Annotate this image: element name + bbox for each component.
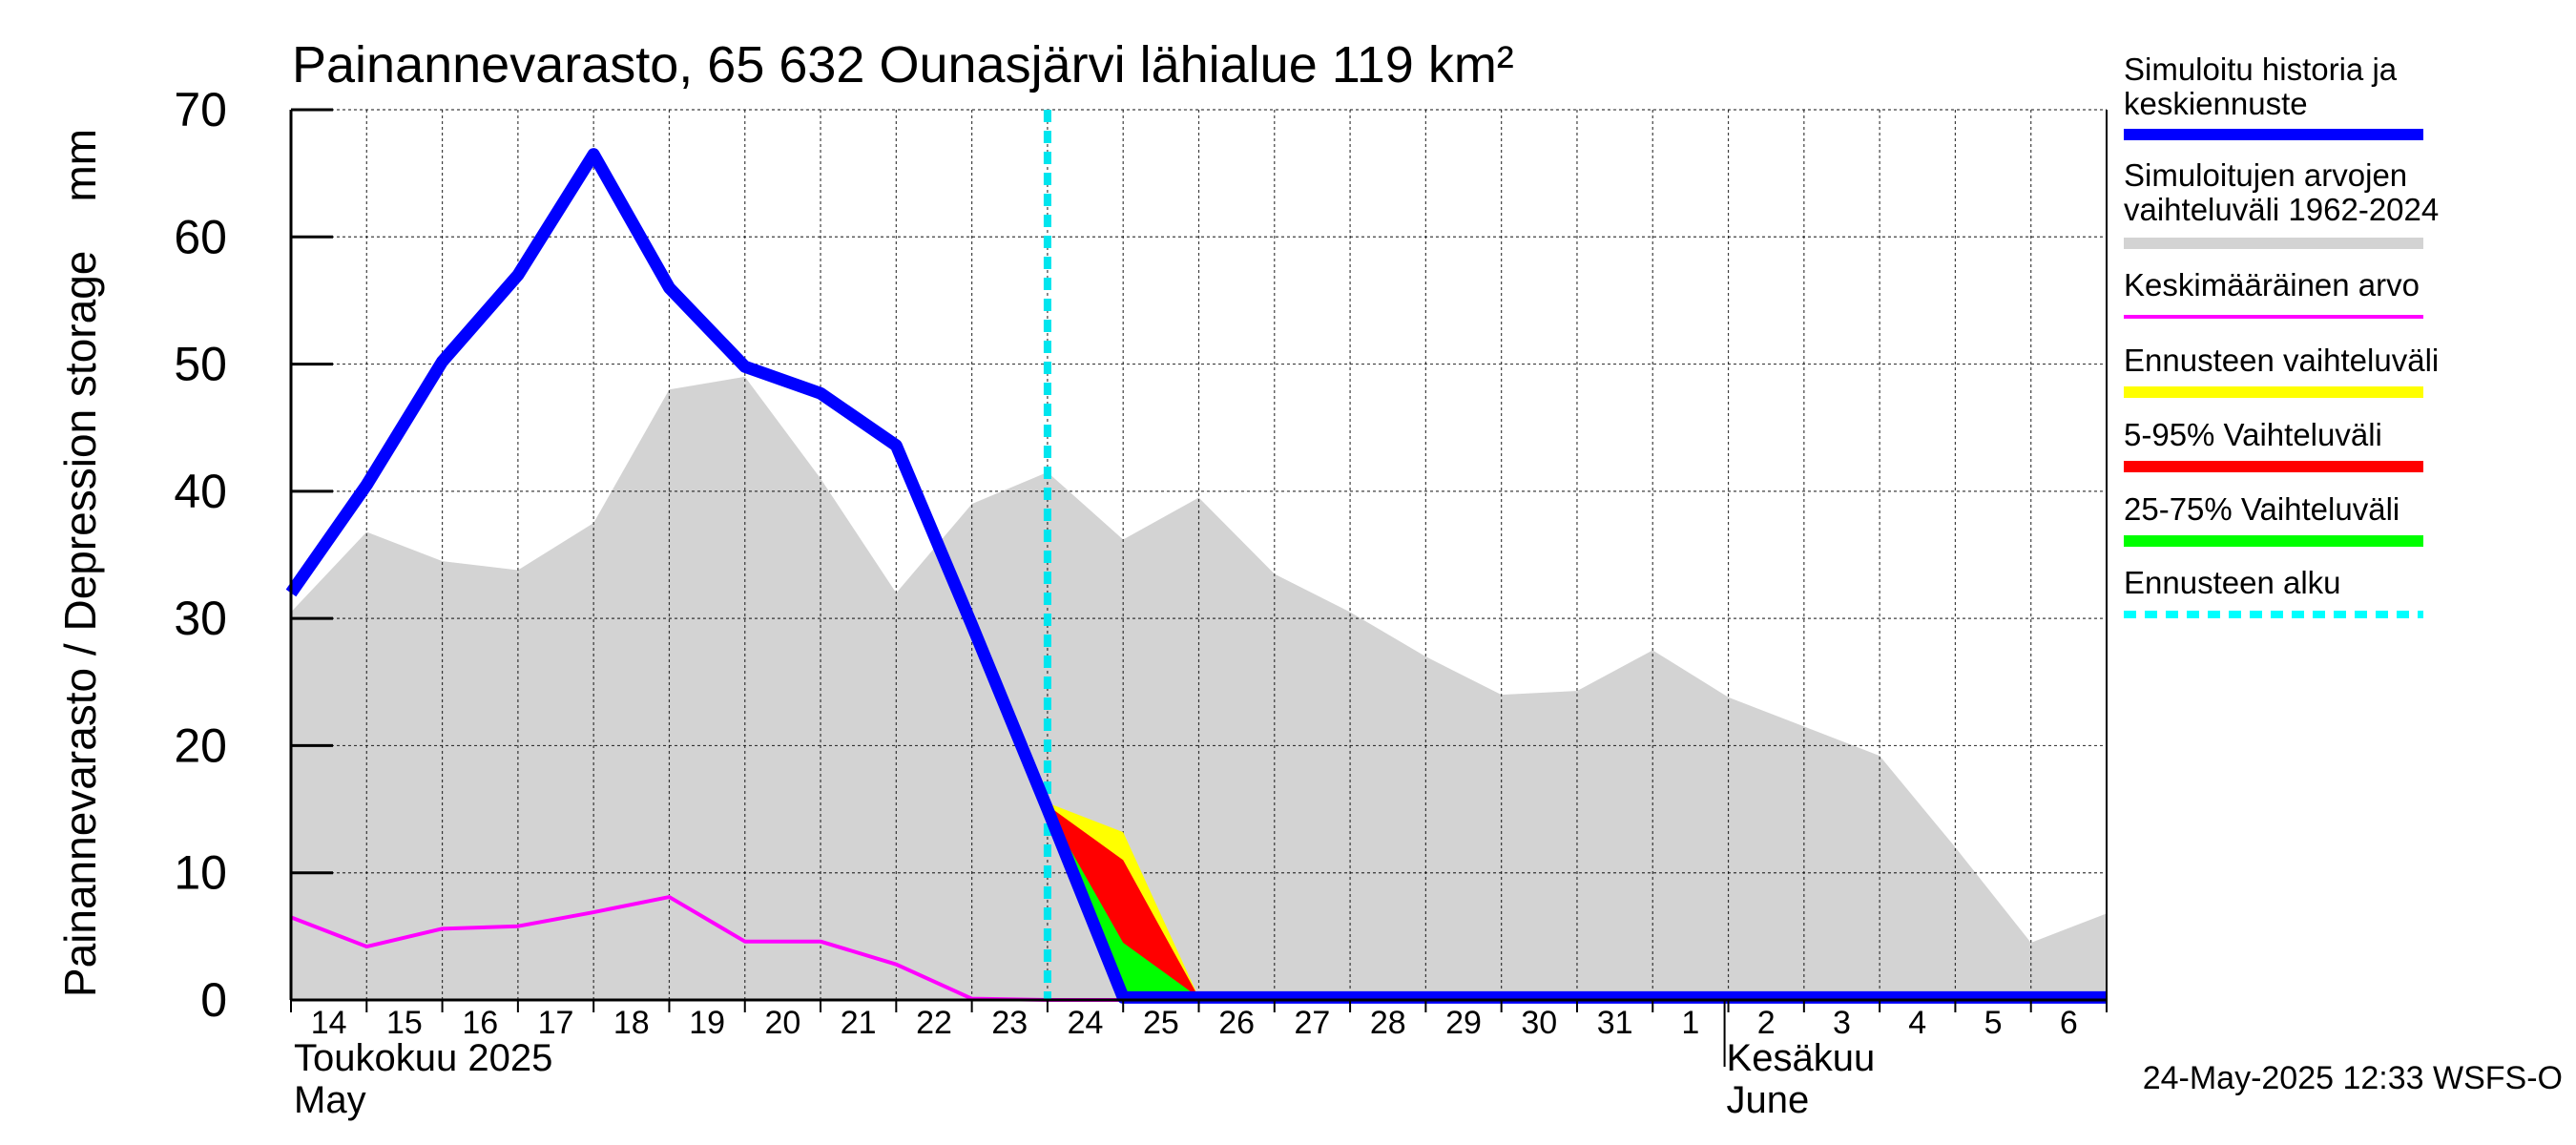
x-tick-label: 28 <box>1370 1005 1406 1041</box>
chart-title: Painannevarasto, 65 632 Ounasjärvi lähia… <box>292 36 1514 94</box>
x-tick-label: 16 <box>462 1005 498 1041</box>
y-tick-label: 10 <box>174 846 227 900</box>
legend-label: Ennusteen alku <box>2124 565 2341 600</box>
y-axis-labels: 0 10 20 30 40 50 60 70 <box>174 83 333 1027</box>
y-tick-label: 50 <box>174 338 227 391</box>
month-label-english: June <box>1727 1079 1810 1121</box>
x-tick-label: 15 <box>386 1005 423 1041</box>
x-tick-label: 1 <box>1681 1005 1699 1041</box>
legend-label: 5-95% Vaihteluväli <box>2124 417 2382 452</box>
p25-75-range-area <box>1047 809 1199 998</box>
timestamp: 24-May-2025 12:33 WSFS-O <box>2143 1060 2563 1096</box>
x-tick-label: 2 <box>1757 1005 1776 1041</box>
x-tick-label: 14 <box>311 1005 347 1041</box>
month-label: Kesäkuu <box>1727 1037 1876 1079</box>
y-tick-label: 40 <box>174 465 227 518</box>
x-tick-label: 6 <box>2060 1005 2078 1041</box>
legend-label: Keskimääräinen arvo <box>2124 267 2420 302</box>
x-tick-label: 18 <box>613 1005 650 1041</box>
plot-area <box>285 109 2108 1004</box>
x-tick-label: 22 <box>916 1005 952 1041</box>
y-axis-label: Painannevarasto / Depression storage mm <box>55 129 105 997</box>
x-tick-label: 21 <box>841 1005 877 1041</box>
x-tick-label: 4 <box>1908 1005 1926 1041</box>
y-tick-label: 60 <box>174 210 227 263</box>
y-tick-label: 70 <box>174 83 227 136</box>
x-tick-label: 25 <box>1143 1005 1179 1041</box>
x-tick-label: 29 <box>1445 1005 1482 1041</box>
x-tick-label: 26 <box>1218 1005 1255 1041</box>
legend-label: vaihteluväli 1962-2024 <box>2124 192 2439 227</box>
x-tick-label: 27 <box>1295 1005 1331 1041</box>
y-tick-label: 20 <box>174 718 227 772</box>
month-label: Toukokuu 2025 <box>294 1037 552 1079</box>
legend-label: Simuloitu historia ja <box>2124 52 2398 87</box>
x-tick-label: 19 <box>689 1005 725 1041</box>
x-tick-label: 24 <box>1068 1005 1104 1041</box>
x-tick-label: 23 <box>991 1005 1028 1041</box>
y-tick-label: 0 <box>200 973 227 1027</box>
x-tick-label: 5 <box>1984 1005 2003 1041</box>
legend-label: 25-75% Vaihteluväli <box>2124 491 2399 527</box>
x-tick-label: 31 <box>1597 1005 1633 1041</box>
legend-label: keskiennuste <box>2124 86 2308 121</box>
legend-label: Simuloitujen arvojen <box>2124 157 2407 193</box>
month-label-english: May <box>294 1079 366 1121</box>
x-tick-label: 30 <box>1521 1005 1557 1041</box>
y-tick-label: 30 <box>174 592 227 645</box>
x-axis-labels: 14 15 16 17 18 19 20 21 22 23 24 25 26 27 28 29 30 31 1 2 3 4… <box>290 1000 2108 1121</box>
x-tick-label: 20 <box>764 1005 800 1041</box>
simulated-line <box>285 148 2107 1004</box>
legend-label: Ennusteen vaihteluväli <box>2124 343 2439 378</box>
x-tick-label: 17 <box>538 1005 574 1041</box>
x-tick-label: 3 <box>1833 1005 1851 1041</box>
p5-95-range-area <box>1047 805 1199 998</box>
